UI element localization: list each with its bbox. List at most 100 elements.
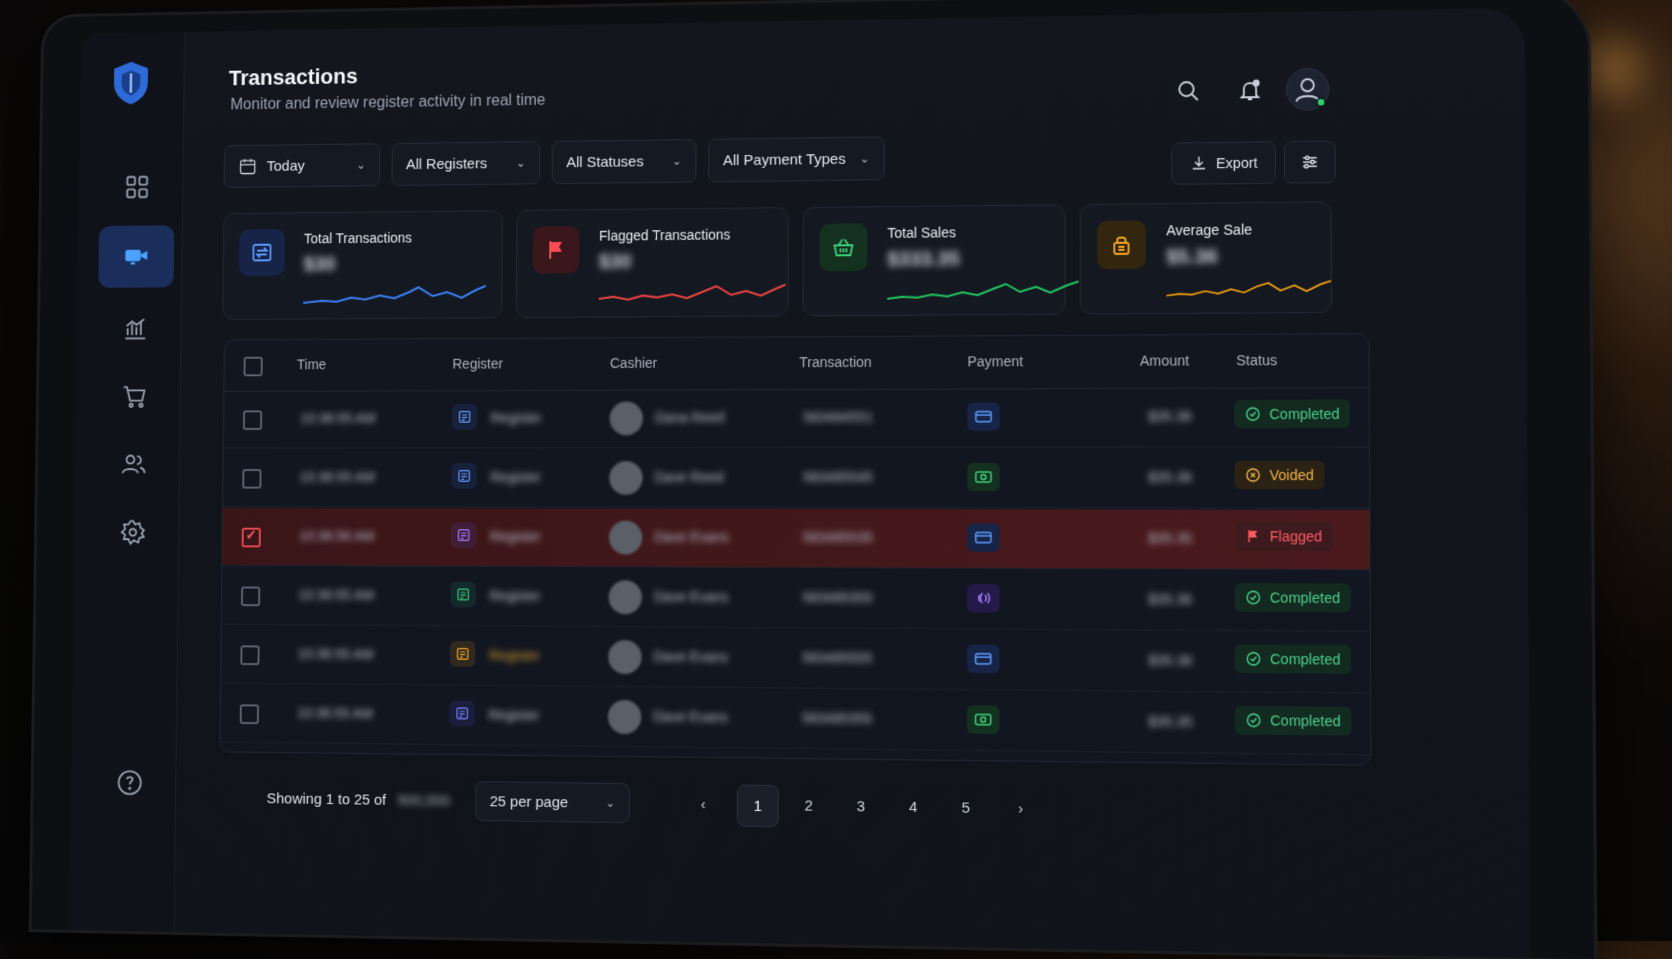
table-row[interactable]: 10:36:55 AM Register Dave Evans 58348535… <box>222 567 1370 632</box>
cell-cashier: Dave Evans <box>653 648 728 665</box>
status-completed-icon <box>1245 406 1262 422</box>
status-flagged-icon <box>1245 528 1262 544</box>
page-2[interactable]: 2 <box>789 785 829 826</box>
card-value: $30 <box>599 251 632 274</box>
table-row[interactable]: 10:36:55 AM Register Dave Reed 583485545… <box>223 449 1369 509</box>
nav-cart-icon[interactable] <box>97 365 173 427</box>
col-amount[interactable]: Amount <box>1140 352 1189 368</box>
calendar-icon <box>238 157 257 177</box>
cell-transaction[interactable]: 583485355 <box>802 589 872 605</box>
cell-amount: $35.36 <box>1148 469 1192 485</box>
card-value: $333.35 <box>887 248 960 272</box>
row-checkbox[interactable] <box>243 410 262 430</box>
cell-transaction[interactable]: 583485355 <box>802 710 872 727</box>
cell-transaction[interactable]: 583485545 <box>803 469 873 485</box>
row-checkbox[interactable] <box>242 528 261 548</box>
status-label: Completed <box>1270 651 1340 668</box>
per-page-select[interactable]: 25 per page ⌄ <box>475 781 630 823</box>
prev-page-icon[interactable]: ‹ <box>683 784 723 825</box>
nav-dashboard-icon[interactable] <box>99 156 175 219</box>
help-icon[interactable] <box>92 751 168 815</box>
card-label: Total Transactions <box>304 230 412 247</box>
cell-time: 10:36:56 AM <box>299 528 375 544</box>
transfer-icon <box>239 229 285 276</box>
payment-contactless-icon <box>967 584 999 612</box>
nav-analytics-icon[interactable] <box>97 297 173 359</box>
export-button[interactable]: Export <box>1171 141 1276 185</box>
row-checkbox[interactable] <box>240 645 259 665</box>
register-icon <box>450 641 475 667</box>
table-row[interactable]: 10:36:55 AM Register Dave Evans 58348535… <box>220 684 1370 755</box>
cell-amount: $35.35 <box>1148 713 1192 730</box>
page-3[interactable]: 3 <box>841 786 881 827</box>
status-completed-icon <box>1245 712 1262 729</box>
next-page-icon[interactable]: › <box>1000 788 1041 829</box>
sparkline-green <box>887 277 1078 302</box>
col-register[interactable]: Register <box>452 356 503 372</box>
cell-time: 10:36:55 AM <box>298 587 374 603</box>
col-time[interactable]: Time <box>297 356 326 372</box>
transactions-table: Time Register Cashier Transaction Paymen… <box>219 333 1371 766</box>
cell-transaction[interactable]: 583484551 <box>803 409 873 425</box>
column-settings-button[interactable] <box>1284 140 1336 183</box>
col-cashier[interactable]: Cashier <box>610 355 657 371</box>
register-icon <box>451 522 476 548</box>
nav-users-icon[interactable] <box>96 433 172 495</box>
card-total-sales: Total Sales $333.35 <box>802 204 1065 316</box>
cell-register: Register <box>490 469 541 485</box>
cashier-avatar <box>608 640 642 674</box>
flag-icon <box>533 226 580 274</box>
row-checkbox[interactable] <box>242 469 261 489</box>
nav-monitor-video-icon[interactable] <box>98 225 174 288</box>
payment-card-icon <box>967 523 999 551</box>
chevron-down-icon: ⌄ <box>605 796 615 810</box>
status-voided-icon <box>1245 467 1262 483</box>
date-filter-dropdown[interactable]: Today ⌄ <box>224 143 381 188</box>
showing-text: Showing 1 to 25 of <box>267 790 387 808</box>
user-avatar-icon[interactable] <box>1286 68 1329 111</box>
col-payment[interactable]: Payment <box>967 353 1023 369</box>
table-row[interactable]: 10:36:55 AM Register Dana Reed 583484551… <box>224 387 1369 448</box>
row-checkbox[interactable] <box>240 704 259 724</box>
row-checkbox[interactable] <box>241 586 260 606</box>
cashier-avatar <box>609 521 643 555</box>
pagination-footer: Showing 1 to 25 of 500,000 25 per page ⌄… <box>266 773 1430 850</box>
status-badge: Completed <box>1235 644 1351 674</box>
page-4[interactable]: 4 <box>893 786 933 827</box>
shield-logo-icon[interactable] <box>110 60 152 107</box>
table-header: Time Register Cashier Transaction Paymen… <box>224 334 1368 392</box>
register-icon <box>451 463 476 489</box>
cell-cashier: Dave Evans <box>653 708 728 725</box>
export-label: Export <box>1216 155 1258 172</box>
register-filter-dropdown[interactable]: All Registers ⌄ <box>391 141 540 186</box>
cell-cashier: Dave Reed <box>654 469 723 485</box>
register-icon <box>450 582 475 608</box>
cell-transaction[interactable]: 583485555 <box>802 649 872 666</box>
cell-register: Register <box>489 588 540 604</box>
payment-filter-dropdown[interactable]: All Payment Types ⌄ <box>708 136 885 182</box>
page-1[interactable]: 1 <box>737 784 779 827</box>
cashier-avatar <box>608 580 642 614</box>
bell-icon[interactable] <box>1235 75 1266 106</box>
table-row[interactable]: 10:36:56 AM Register Dave Evans 58348553… <box>222 508 1369 570</box>
card-flagged-transactions: Flagged Transactions $30 <box>516 207 789 318</box>
card-label: Flagged Transactions <box>599 227 730 244</box>
filter-bar: Today ⌄ All Registers ⌄ All Statuses ⌄ A… <box>224 136 885 187</box>
table-row[interactable]: 10:36:55 AM Register Dave Evans 58348555… <box>221 626 1370 694</box>
cell-transaction[interactable]: 583485535 <box>803 529 873 545</box>
select-all-checkbox[interactable] <box>244 357 263 377</box>
status-filter-dropdown[interactable]: All Statuses ⌄ <box>552 139 697 184</box>
page-5[interactable]: 5 <box>946 787 987 828</box>
search-icon[interactable] <box>1173 76 1204 107</box>
col-transaction[interactable]: Transaction <box>799 354 871 370</box>
cell-amount: $35.36 <box>1148 591 1192 608</box>
nav-settings-icon[interactable] <box>95 501 171 564</box>
register-filter-label: All Registers <box>406 155 487 173</box>
date-filter-label: Today <box>267 157 305 174</box>
cell-amount: $35.35 <box>1148 530 1192 546</box>
card-average-sale: Average Sale $5.36 <box>1080 201 1332 314</box>
total-count: 500,000 <box>397 792 450 810</box>
cashier-avatar <box>609 461 643 495</box>
cell-cashier: Dana Reed <box>655 409 725 425</box>
col-status[interactable]: Status <box>1236 352 1277 368</box>
